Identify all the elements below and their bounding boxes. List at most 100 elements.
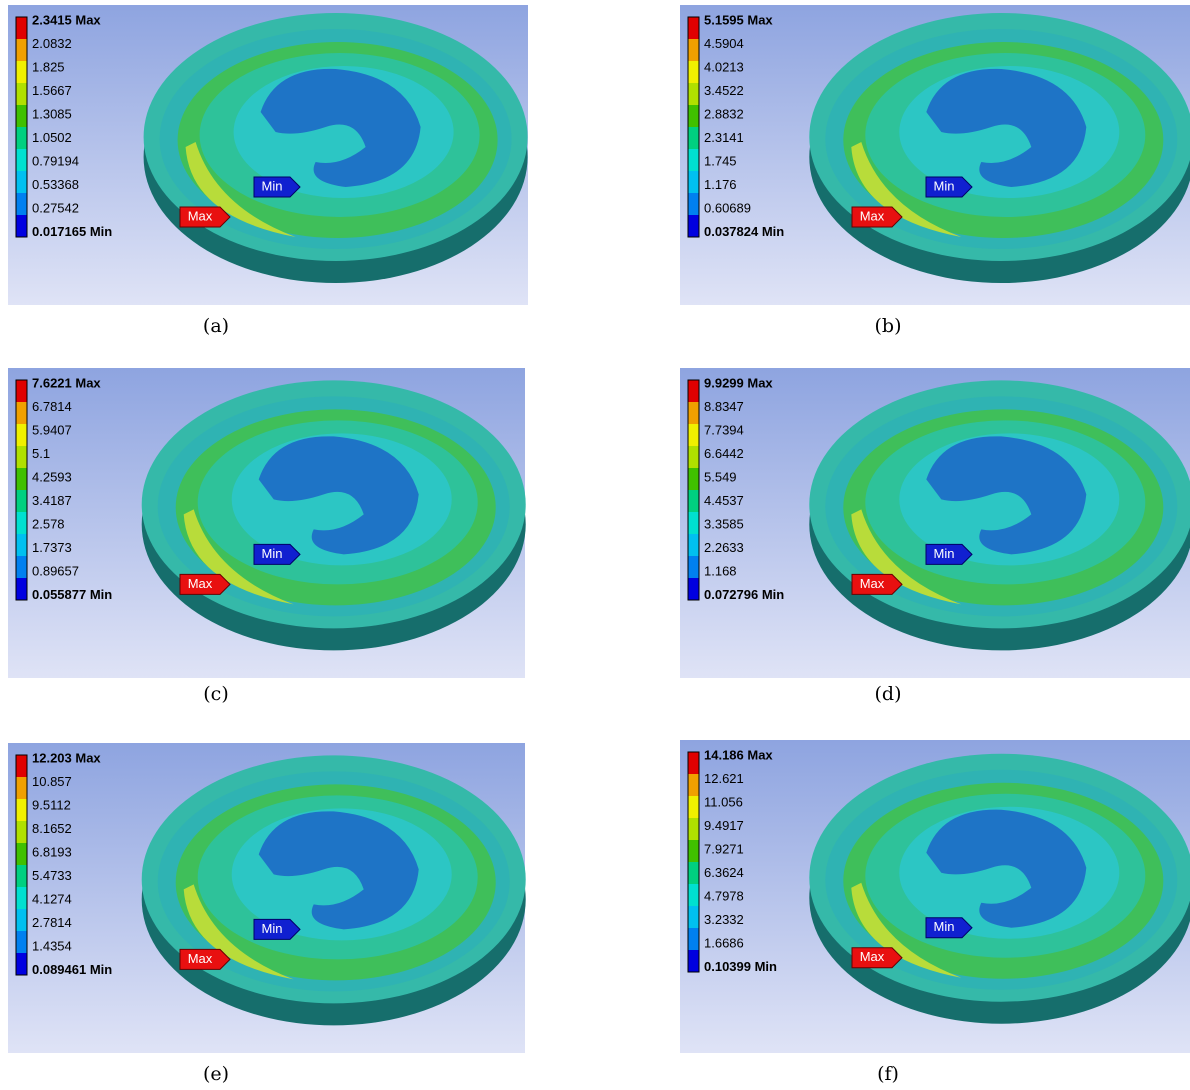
legend-label: 10.857 (32, 774, 72, 789)
panel: 14.186 Max 12.621 11.056 9.4917 7.9271 6.3624… (680, 740, 1190, 1053)
legend-swatch (688, 105, 699, 127)
legend-label: 12.203 Max (32, 750, 101, 765)
legend-label: 1.3085 (32, 106, 72, 121)
legend-swatch (16, 578, 27, 600)
panel: 5.1595 Max4.59044.02133.45222.88322.3141… (680, 5, 1190, 305)
legend-swatch (688, 193, 699, 215)
legend-swatch (688, 862, 699, 884)
legend-swatch (16, 61, 27, 83)
legend-label: 6.3624 (704, 865, 744, 880)
legend-swatch (16, 380, 27, 402)
legend-label: 7.6221 Max (32, 375, 101, 390)
legend-swatch (16, 512, 27, 534)
legend-label: 4.2593 (32, 469, 72, 484)
legend-swatch (688, 149, 699, 171)
max-tag: Max (860, 576, 885, 591)
legend-swatch (16, 821, 27, 843)
legend-label: 8.8347 (704, 399, 744, 414)
legend-label: 2.2633 (704, 540, 744, 555)
min-tag: Min (934, 546, 955, 561)
panel: 9.9299 Max8.83477.73946.64425.5494.45373… (680, 368, 1190, 678)
caption: (a) (203, 315, 229, 337)
legend-label: 2.3141 (704, 130, 744, 145)
legend-label: 6.6442 (704, 446, 744, 461)
caption: (e) (203, 1063, 229, 1085)
max-tag: Max (860, 208, 885, 223)
legend-swatch (16, 171, 27, 193)
legend-label: 7.9271 (704, 841, 744, 856)
legend-label: 6.8193 (32, 844, 72, 859)
legend-label: 12.621 (704, 771, 744, 786)
legend-swatch (16, 799, 27, 821)
min-tag: Min (262, 921, 283, 936)
legend-label: 2.578 (32, 516, 65, 531)
legend-swatch (688, 818, 699, 840)
legend-swatch (16, 777, 27, 799)
min-tag: Min (262, 178, 283, 193)
legend-swatch (16, 215, 27, 237)
legend-swatch (16, 556, 27, 578)
legend-swatch (16, 402, 27, 424)
legend-label: 1.168 (704, 563, 737, 578)
legend-label: 0.055877 Min (32, 587, 112, 602)
legend-swatch (688, 534, 699, 556)
legend-swatch (16, 149, 27, 171)
legend-swatch (688, 490, 699, 512)
legend-label: 0.79194 (32, 153, 79, 168)
legend-swatch (688, 840, 699, 862)
legend-label: 9.4917 (704, 818, 744, 833)
legend-label: 5.4733 (32, 868, 72, 883)
legend-label: 1.4354 (32, 938, 72, 953)
legend-swatch (688, 950, 699, 972)
legend-label: 1.825 (32, 59, 65, 74)
legend-label: 5.9407 (32, 422, 72, 437)
legend-label: 0.10399 Min (704, 959, 777, 974)
legend-label: 0.037824 Min (704, 224, 784, 239)
legend-swatch (688, 884, 699, 906)
legend-swatch (688, 83, 699, 105)
legend-label: 1.176 (704, 177, 737, 192)
legend-label: 1.0502 (32, 130, 72, 145)
legend-swatch (688, 796, 699, 818)
figure: 2.3415 Max2.08321.8251.56671.30851.05020… (0, 0, 1190, 1090)
min-tag: Min (934, 919, 955, 934)
legend-label: 6.7814 (32, 399, 72, 414)
legend-label: 4.1274 (32, 891, 72, 906)
legend-swatch (688, 446, 699, 468)
legend-swatch (688, 39, 699, 61)
legend-swatch (688, 928, 699, 950)
legend-swatch (688, 752, 699, 774)
panel: 12.203 Max10.8579.51128.16526.81935.4733… (8, 743, 526, 1053)
legend-swatch (16, 105, 27, 127)
legend-swatch (688, 127, 699, 149)
legend-label: 3.3585 (704, 516, 744, 531)
legend-label: 0.089461 Min (32, 962, 112, 977)
legend-swatch (688, 402, 699, 424)
legend-label: 14.186 Max (704, 747, 773, 762)
legend-swatch (16, 953, 27, 975)
legend-label: 4.4537 (704, 493, 744, 508)
legend-swatch (16, 468, 27, 490)
legend-swatch (16, 843, 27, 865)
legend-swatch (16, 931, 27, 953)
legend-label: 5.1595 Max (704, 12, 773, 27)
legend-swatch (688, 424, 699, 446)
legend-label: 4.0213 (704, 59, 744, 74)
min-tag: Min (262, 546, 283, 561)
legend-label: 0.89657 (32, 563, 79, 578)
legend-swatch (688, 171, 699, 193)
legend-label: 11.056 (704, 794, 743, 809)
legend-swatch (688, 215, 699, 237)
legend-label: 1.745 (704, 153, 737, 168)
legend-label: 1.6686 (704, 935, 744, 950)
legend-swatch (16, 17, 27, 39)
legend-swatch (16, 909, 27, 931)
max-tag: Max (188, 576, 213, 591)
caption: (b) (875, 315, 902, 337)
legend-label: 0.60689 (704, 200, 751, 215)
legend-swatch (16, 39, 27, 61)
legend-label: 9.5112 (32, 797, 71, 812)
legend-swatch (688, 17, 699, 39)
legend-swatch (688, 380, 699, 402)
legend-label: 1.7373 (32, 540, 72, 555)
